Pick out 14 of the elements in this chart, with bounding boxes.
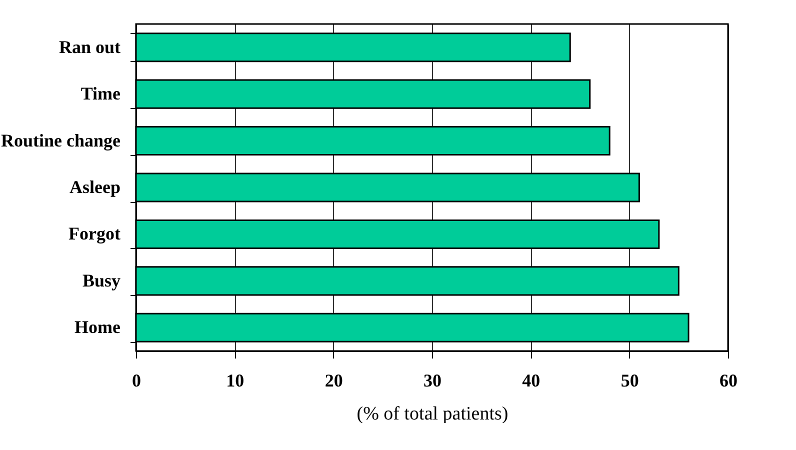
y-tick-label: Forgot [68, 224, 120, 244]
x-tick-label: 10 [226, 370, 244, 390]
y-tick-label: Routine change [0, 130, 120, 150]
y-tick-label: Time [80, 84, 121, 104]
x-tick-label: 40 [522, 370, 540, 390]
x-tick-label: 60 [720, 370, 738, 390]
x-tick-label: 0 [132, 370, 141, 390]
y-tick-label: Busy [82, 270, 120, 290]
y-tick-label: Asleep [70, 177, 120, 197]
y-tick-label: Ran out [58, 36, 121, 57]
x-tick-label: 50 [620, 370, 639, 390]
x-tick-label: 30 [424, 370, 442, 390]
y-tick-label: Home [74, 317, 121, 338]
x-tick-label: 20 [324, 370, 343, 390]
